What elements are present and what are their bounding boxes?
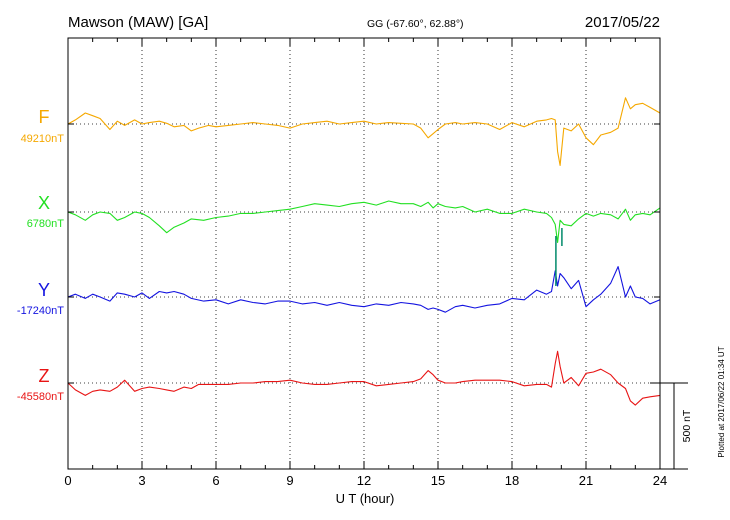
axis-layer: 0 3 6 9 12 15 18 21 24 F 49210nT X 6780nT Y -17240nT Z -… [17,37,688,488]
geographic-coords: GG (-67.60°, 62.88°) [367,18,464,30]
x-tick-label: 9 [286,473,293,488]
series-layer [67,97,661,406]
x-tick-label: 24 [653,473,667,488]
x-tick-label: 3 [138,473,145,488]
x-tick-label: 12 [357,473,371,488]
series-line-y [67,266,661,313]
x-tick-label: 18 [505,473,519,488]
station-title: Mawson (MAW) [GA] [68,14,208,31]
series-baseline-y: -17240nT [17,305,64,317]
chart-date: 2017/05/22 [585,14,660,31]
series-baseline-z: -45580nT [17,391,64,403]
series-baseline-f: 49210nT [21,133,65,145]
series-name-y: Y [38,280,50,300]
scale-bar-label: 500 nT [681,409,693,442]
series-name-z: Z [39,366,50,386]
plotted-timestamp: Plotted at 2017/06/22 01:34 UT [717,346,726,457]
series-name-f: F [39,107,50,127]
x-axis-label: U T (hour) [336,491,395,506]
x-tick-label: 6 [212,473,219,488]
series-line-z [67,350,661,406]
series-line-x [67,200,661,243]
x-tick-label: 0 [64,473,71,488]
x-tick-label: 15 [431,473,445,488]
series-baseline-x: 6780nT [27,218,65,230]
series-line-f [67,97,661,166]
grid-layer [68,38,660,469]
series-name-x: X [38,193,50,213]
x-tick-label: 21 [579,473,593,488]
